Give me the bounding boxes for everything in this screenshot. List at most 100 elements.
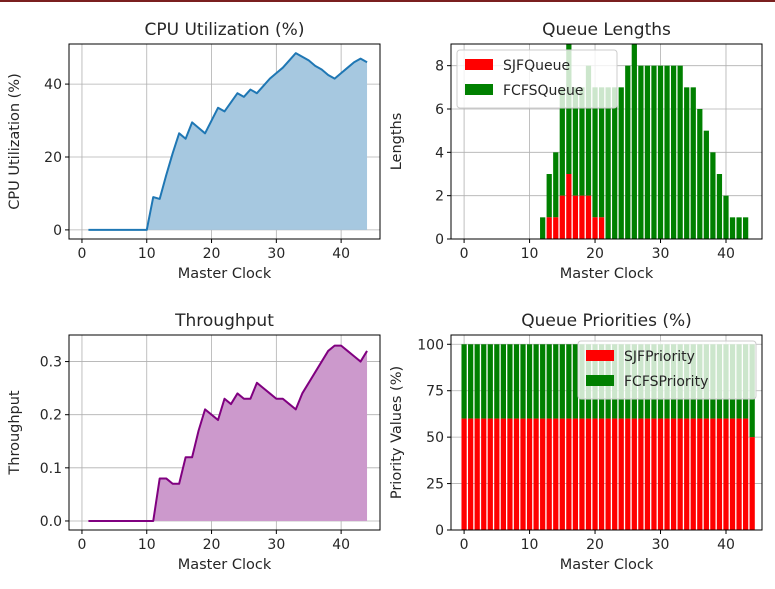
bar-sjfpriority — [743, 418, 749, 530]
bar-sjfpriority — [710, 418, 716, 530]
y-axis-label: Throughput — [7, 390, 23, 476]
bar-fcfspriority — [520, 344, 526, 419]
bar-fcfspriority — [474, 344, 480, 419]
bar-fcfsqueue — [697, 109, 703, 239]
x-tick-label: 40 — [332, 246, 350, 262]
bar-sjfpriority — [566, 418, 572, 530]
legend-label: FCFSPriority — [624, 374, 708, 390]
bar-fcfspriority — [500, 344, 506, 419]
y-tick-label: 75 — [426, 384, 444, 400]
bar-fcfsqueue — [638, 65, 644, 240]
bar-fcfsqueue — [598, 87, 605, 218]
legend-box — [577, 340, 757, 400]
bar-fcfsqueue — [592, 87, 598, 218]
series-line — [88, 52, 368, 231]
bar-fcfsqueue — [612, 87, 618, 239]
bar-sjfpriority — [651, 418, 657, 530]
x-tick-label: 40 — [717, 537, 735, 553]
bar-sjfpriority — [520, 418, 526, 530]
plot-frame — [68, 43, 381, 240]
bar-fcfspriority — [481, 344, 487, 419]
x-tick-label: 0 — [460, 246, 469, 262]
x-axis-label: Master Clock — [560, 557, 654, 573]
bar-sjfpriority — [507, 418, 513, 530]
y-tick-label: 0 — [435, 232, 444, 248]
chart-title: CPU Utilization (%) — [145, 20, 305, 40]
bar-fcfsqueue — [684, 87, 690, 239]
legend: SJFPriority FCFSPriority — [577, 340, 757, 400]
bar-fcfsqueue — [690, 87, 696, 239]
bar-sjfpriority — [579, 418, 585, 530]
x-tick-label: 30 — [267, 246, 285, 262]
y-tick-label: 2 — [435, 189, 444, 205]
bar-sjfpriority — [598, 418, 605, 530]
y-tick-label: 8 — [435, 59, 444, 75]
bar-fcfsqueue — [651, 65, 657, 240]
bar-fcfsqueue — [664, 65, 670, 240]
bar-sjfqueue — [592, 217, 598, 239]
bar-fcfsqueue — [716, 174, 723, 239]
bar-sjfpriority — [559, 418, 565, 530]
x-tick-label: 30 — [652, 537, 670, 553]
bar-fcfspriority — [540, 344, 546, 419]
bar-fcfsqueue — [631, 44, 637, 239]
bar-fcfsqueue — [559, 87, 565, 196]
plot-frame — [450, 43, 763, 240]
bar-fcfspriority — [513, 344, 520, 419]
bar-fcfsqueue — [729, 217, 736, 239]
bar-fcfspriority — [533, 344, 539, 419]
bar-fcfsqueue — [585, 65, 592, 196]
bar-sjfqueue — [546, 217, 552, 239]
legend-box — [456, 49, 618, 109]
x-tick-label: 0 — [77, 246, 86, 262]
x-tick-label: 20 — [203, 246, 221, 262]
throughput-chart: 0 10 20 30 40 0.0 0.1 0.2 0.3 Throughput Master Cl… — [7, 311, 381, 573]
bar-fcfsqueue — [579, 87, 585, 196]
bar-fcfspriority — [559, 344, 565, 419]
bar-sjfpriority — [631, 418, 637, 530]
y-tick-label: 6 — [435, 102, 444, 118]
bar-sjfpriority — [697, 418, 703, 530]
bar-sjfpriority — [657, 418, 664, 530]
bar-sjfqueue — [566, 174, 572, 239]
chart-title: Queue Lengths — [542, 20, 671, 40]
bar-fcfsqueue — [605, 87, 611, 239]
x-tick-label: 30 — [652, 246, 670, 262]
bar-fcfsqueue — [546, 174, 552, 218]
bar-fcfsqueue — [736, 217, 742, 239]
bar-sjfqueue — [579, 195, 585, 239]
legend-label: SJFQueue — [503, 58, 570, 74]
bar-sjfpriority — [546, 418, 552, 530]
bar-sjfpriority — [468, 418, 474, 530]
y-tick-label: 25 — [426, 477, 444, 493]
legend-label: FCFSQueue — [503, 83, 584, 99]
bar-sjfpriority — [605, 418, 611, 530]
bar-sjfpriority — [487, 418, 493, 530]
bar-sjfpriority — [723, 418, 729, 530]
bar-sjfpriority — [670, 418, 677, 530]
legend-label: SJFPriority — [624, 349, 695, 365]
y-tick-label: 0 — [435, 523, 444, 539]
x-axis-label: Master Clock — [178, 266, 272, 282]
x-tick-label: 20 — [586, 537, 604, 553]
bar-fcfsqueue — [618, 87, 624, 239]
bar-sjfpriority — [684, 418, 690, 530]
bar-sjfqueue — [585, 195, 592, 239]
y-tick-label: 0.1 — [40, 461, 62, 477]
bar-sjfpriority — [618, 418, 624, 530]
bar-fcfspriority — [553, 344, 559, 419]
x-tick-label: 10 — [521, 537, 539, 553]
bar-sjfpriority — [703, 418, 709, 530]
x-tick-label: 40 — [332, 537, 350, 553]
bar-fcfsqueue — [553, 152, 559, 218]
series-line — [88, 344, 368, 522]
bar-sjfpriority — [494, 418, 500, 530]
legend-swatch — [465, 84, 493, 95]
y-tick-label: 0.3 — [40, 355, 62, 371]
bar-sjfpriority — [481, 418, 487, 530]
bar-sjfpriority — [585, 418, 592, 530]
x-tick-label: 0 — [77, 537, 86, 553]
chart-title: Queue Priorities (%) — [521, 311, 692, 331]
y-axis-label: CPU Utilization (%) — [7, 73, 23, 209]
x-tick-label: 10 — [138, 246, 156, 262]
